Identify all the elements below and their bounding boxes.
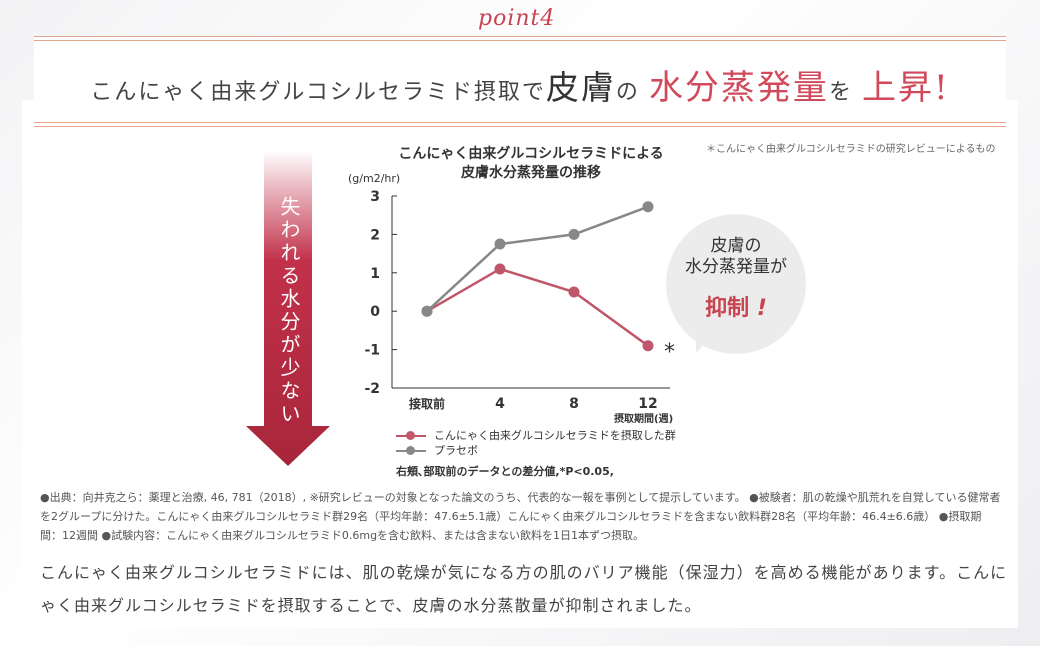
headline-part: の bbox=[615, 80, 640, 105]
data-point bbox=[642, 201, 654, 213]
legend-marker bbox=[406, 446, 415, 455]
headline-banner: こんにゃく由来グルコシルセラミド摂取で皮膚の 水分蒸発量を 上昇! bbox=[34, 36, 1006, 128]
point-tag: point4 bbox=[478, 6, 556, 31]
divider bbox=[34, 122, 1006, 123]
headline-highlight: 水分蒸発量 bbox=[648, 68, 829, 108]
significance-mark: * bbox=[664, 340, 675, 365]
y-tick-label: 2 bbox=[370, 227, 380, 243]
data-point bbox=[568, 286, 580, 298]
x-tick-label: 4 bbox=[495, 396, 505, 412]
headline-highlight: ! bbox=[933, 68, 950, 108]
bubble-line: 皮膚の bbox=[710, 236, 762, 256]
significance-note: 右頬､部取前のデータとの差分値,*P<0.05, bbox=[396, 465, 614, 478]
data-point bbox=[494, 263, 506, 275]
y-tick-label: 0 bbox=[370, 304, 380, 320]
divider bbox=[34, 40, 1006, 41]
bubble-line: 抑制 bbox=[705, 296, 750, 321]
legend-label: こんにゃく由来グルコシルセラミドを摂取した群 bbox=[434, 429, 676, 442]
source-citation: ●出典：向井克之ら：薬理と治療, 46, 781（2018）, ※研究レビューの… bbox=[40, 491, 1001, 542]
chart-title-line: こんにゃく由来グルコシルセラミドによる bbox=[398, 146, 664, 162]
series-line bbox=[426, 205, 649, 313]
legend: こんにゃく由来グルコシルセラミドを摂取した群 プラセボ bbox=[396, 428, 676, 458]
x-tick-label: 接取前 bbox=[409, 396, 445, 411]
data-point bbox=[421, 305, 433, 317]
headline: こんにゃく由来グルコシルセラミド摂取で皮膚の 水分蒸発量を 上昇! bbox=[34, 60, 1006, 109]
x-tick-label: 8 bbox=[569, 396, 579, 412]
exclamation-mark: ! bbox=[756, 296, 767, 321]
legend-marker bbox=[406, 431, 415, 440]
divider bbox=[34, 126, 1006, 127]
content-card bbox=[22, 100, 1018, 628]
bubble-text: 皮膚の 水分蒸発量が bbox=[666, 236, 806, 278]
legend-item-treatment: こんにゃく由来グルコシルセラミドを摂取した群 bbox=[396, 428, 676, 443]
x-axis-label: 摂取期間(週) bbox=[614, 414, 674, 425]
speech-bubble: 皮膚の 水分蒸発量が 抑制 ! bbox=[666, 214, 806, 354]
data-point bbox=[642, 340, 654, 352]
y-tick-label: 3 bbox=[370, 189, 380, 205]
arrow-label: 失われる水分が少ない bbox=[277, 196, 301, 426]
legend-item-placebo: プラセボ bbox=[396, 443, 676, 458]
review-note: ＊こんにゃく由来グルコシルセラミドの研究レビューによるもの bbox=[706, 144, 996, 155]
legend-label: プラセボ bbox=[434, 444, 478, 457]
down-arrow-icon bbox=[246, 150, 330, 466]
bubble-highlight: 抑制 ! bbox=[666, 290, 806, 322]
headline-part: こんにゃく由来グルコシルセラミド摂取で bbox=[90, 80, 546, 105]
chart-title-line: 皮膚水分蒸発量の推移 bbox=[461, 165, 601, 181]
y-tick-label: -2 bbox=[364, 381, 380, 397]
y-tick-label: 1 bbox=[370, 266, 380, 282]
data-point bbox=[494, 238, 506, 250]
headline-part: を bbox=[828, 80, 853, 105]
bubble-line: 水分蒸発量が bbox=[685, 257, 787, 277]
chart-title: こんにゃく由来グルコシルセラミドによる 皮膚水分蒸発量の推移 bbox=[340, 145, 722, 183]
y-axis-unit: (g/m2/hr) bbox=[348, 172, 401, 185]
headline-highlight: 上昇 bbox=[861, 68, 934, 108]
y-tick-label: -1 bbox=[364, 343, 380, 359]
body-paragraph: こんにゃく由来グルコシルセラミドには、肌の乾燥が気になる方の肌のバリア機能（保湿… bbox=[40, 563, 1008, 615]
divider bbox=[34, 36, 1006, 37]
series-line bbox=[426, 267, 649, 347]
x-tick-label: 12 bbox=[638, 396, 657, 412]
data-point bbox=[568, 228, 580, 240]
headline-part: 皮膚 bbox=[545, 68, 616, 107]
